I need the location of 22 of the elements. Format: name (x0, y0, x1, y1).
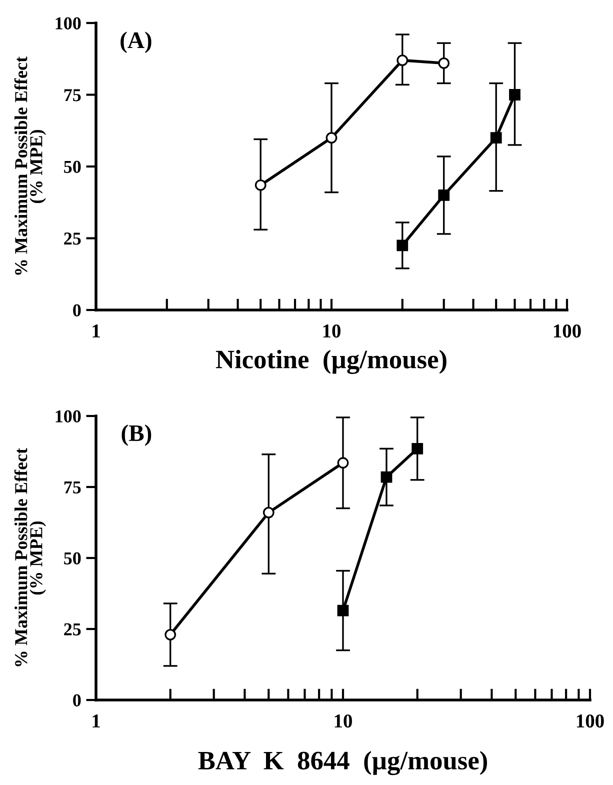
annotation: (A) (120, 32, 152, 54)
y-tick-label: 100 (56, 410, 81, 422)
y-tick-label: 0 (73, 694, 81, 706)
annotation: (B) (122, 424, 152, 446)
y-tick-label: 75 (64, 89, 81, 102)
y-tick-label: 50 (64, 160, 81, 173)
y-tick-label: 0 (73, 304, 81, 316)
y-axis-title: % Maximum Possible Effect (% MPE) (14, 448, 46, 666)
x-axis-title: BAY K 8644 (µg/mouse) (198, 750, 488, 776)
x-tick-label: 100 (554, 324, 581, 338)
y-tick-label: 50 (64, 552, 81, 564)
x-tick-label: 10 (334, 714, 352, 728)
x-tick-label: 100 (576, 714, 604, 728)
y-tick-label: 100 (56, 17, 81, 30)
y-tick-label: 25 (64, 623, 81, 636)
x-axis-title: Nicotine (µg/mouse) (216, 350, 446, 374)
x-tick-label: 10 (323, 324, 340, 338)
y-tick-label: 25 (64, 232, 81, 245)
x-tick-label: 1 (92, 324, 100, 338)
x-tick-label: 1 (92, 714, 100, 728)
y-tick-label: 75 (64, 481, 81, 494)
y-axis-title: % Maximum Possible Effect (% MPE) (14, 56, 46, 275)
